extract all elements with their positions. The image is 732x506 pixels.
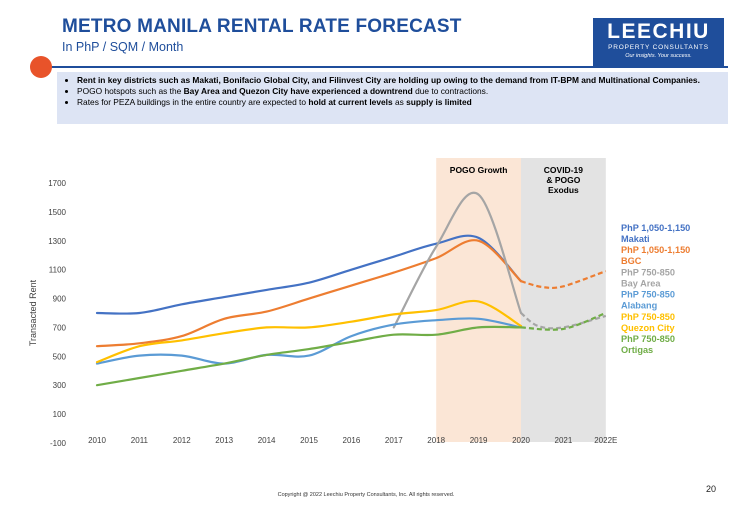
period-label: Exodus [548,185,579,195]
period-label: POGO Growth [450,165,508,175]
legend-series-name: Alabang [621,301,657,311]
x-tick-label: 2022E [594,436,617,445]
accent-dot [30,56,52,78]
legend-range-label: PhP 750-850 [621,267,675,277]
series-forecast-bay-area [520,312,607,330]
series-line-ortigas [95,325,523,387]
legend-series-name: Quezon City [621,323,675,333]
legend-series-name: BGC [621,256,642,266]
x-tick-label: 2020 [512,436,530,445]
y-tick-label: 1700 [48,179,66,188]
logo-slogan: Our insights. Your success. [625,53,692,59]
page-number: 20 [706,484,717,494]
logo-name: LEECHIU [607,20,710,43]
x-tick-label: 2015 [300,436,318,445]
y-tick-label: 1300 [48,237,66,246]
legend-range-label: PhP 1,050-1,150 [621,245,690,255]
y-tick-label: 100 [53,410,67,419]
y-tick-label: 900 [53,295,67,304]
y-tick-label: 1500 [48,208,66,217]
x-tick-label: 2016 [343,436,361,445]
legend-series-name: Bay Area [621,278,661,288]
x-tick-label: 2018 [427,436,445,445]
period-label: & POGO [546,175,580,185]
x-tick-label: 2013 [215,436,233,445]
legend-series-name: Makati [621,234,650,244]
shaded-period-0 [436,158,521,442]
y-tick-label: 300 [53,381,67,390]
copyright-notice: Copyright @ 2022 Leechiu Property Consul… [277,492,455,498]
x-tick-label: 2014 [258,436,276,445]
series-line-makati [95,234,523,315]
x-tick-label: 2012 [173,436,191,445]
legend-range-label: PhP 750-850 [621,334,675,344]
page-title: METRO MANILA RENTAL RATE FORECAST [62,16,462,37]
period-label: COVID-19 [544,165,583,175]
legend-range-label: PhP 750-850 [621,290,675,300]
y-tick-label: -100 [50,439,67,448]
logo-tagline: PROPERTY CONSULTANTS [608,44,709,51]
legend-range-label: PhP 1,050-1,150 [621,223,690,233]
x-tick-label: 2017 [385,436,403,445]
y-tick-label: 1100 [49,266,67,275]
insight-bullet: Rates for PEZA buildings in the entire c… [77,97,720,108]
x-tick-label: 2021 [555,436,573,445]
x-tick-label: 2011 [131,436,149,445]
series-line-bay-area [392,191,523,329]
series-forecast-bgc [520,270,607,290]
insight-bullet: POGO hotspots such as the Bay Area and Q… [77,86,720,97]
series-line-alabang [95,317,523,365]
company-logo: LEECHIU PROPERTY CONSULTANTS Our insight… [593,18,724,66]
series-line-quezon-city [95,299,523,364]
y-tick-label: 500 [53,352,67,361]
shaded-period-1 [521,158,606,442]
header-divider [48,66,728,68]
x-tick-label: 2010 [88,436,106,445]
series-line-bgc [95,239,523,348]
y-axis-label: Transacted Rent [28,279,38,346]
key-insights-box: Rent in key districts such as Makati, Bo… [57,72,728,124]
legend-range-label: PhP 750-850 [621,312,675,322]
insight-bullet: Rent in key districts such as Makati, Bo… [77,75,720,86]
x-tick-label: 2019 [470,436,488,445]
series-forecast-ortigas [520,311,607,331]
legend-series-name: Ortigas [621,345,653,355]
y-tick-label: 700 [53,323,67,332]
page-subtitle: In PhP / SQM / Month [62,40,184,54]
